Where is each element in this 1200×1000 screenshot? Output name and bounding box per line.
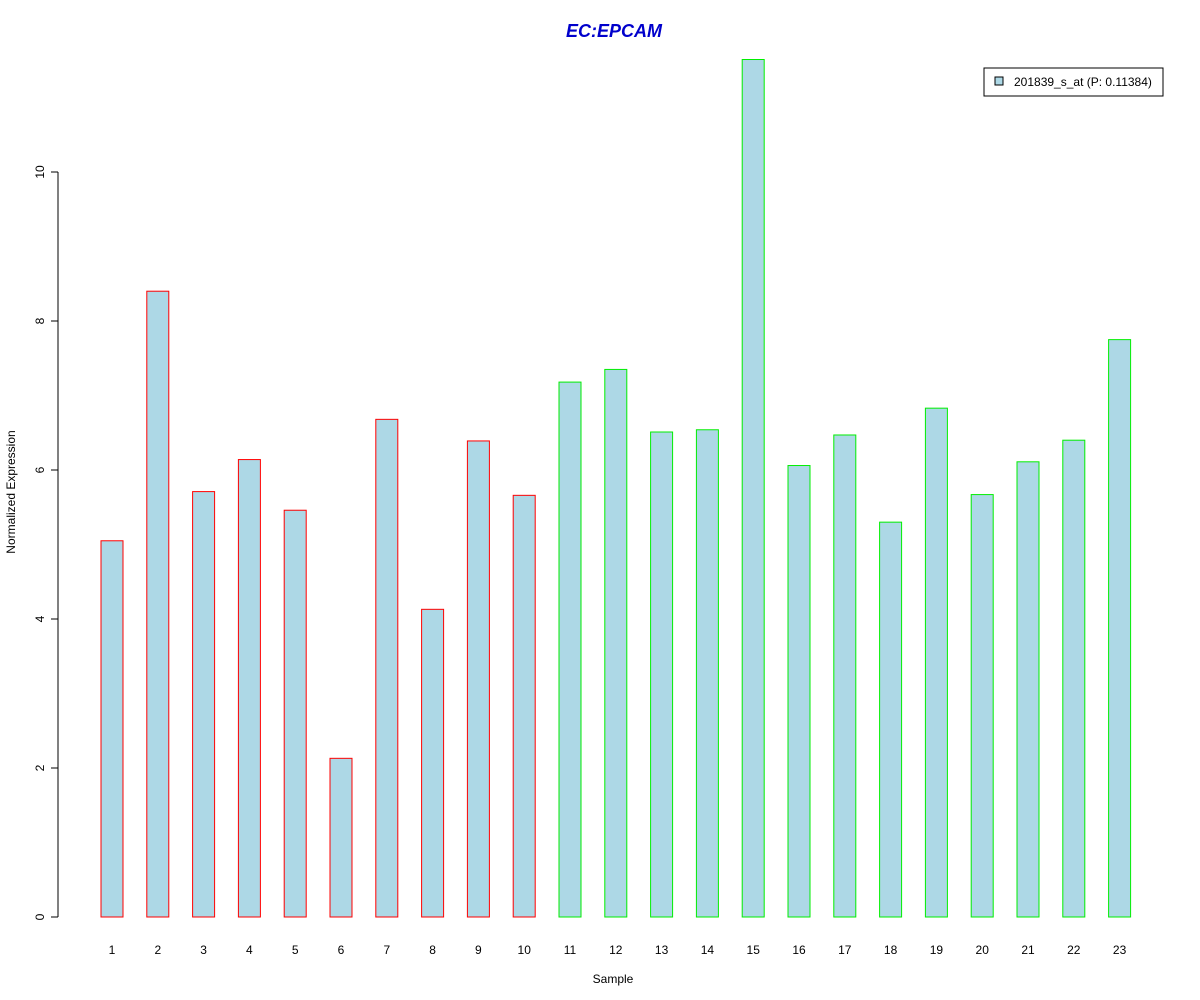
x-axis-tick-label: 13 [655,943,669,957]
x-axis-tick-label: 12 [609,943,623,957]
x-axis-tick-label: 9 [475,943,482,957]
legend-label: 201839_s_at (P: 0.11384) [1014,75,1152,89]
bar-sample-3 [192,491,216,918]
bar-sample-2 [146,290,170,918]
x-axis-tick-label: 21 [1021,943,1035,957]
x-axis-tick-label: 4 [246,943,253,957]
bar-sample-16 [787,465,811,918]
y-axis-tick-label: 10 [33,165,47,179]
x-axis-tick-label: 19 [930,943,944,957]
x-axis-tick-label: 16 [792,943,806,957]
bar-sample-8 [421,608,445,918]
y-axis-tick-label: 2 [33,764,47,771]
x-axis-tick-label: 14 [701,943,715,957]
y-axis-tick-label: 8 [33,317,47,324]
x-axis-tick-label: 10 [518,943,532,957]
bar-sample-1 [100,540,124,918]
x-axis-tick-label: 2 [154,943,161,957]
bar-sample-21 [1016,461,1040,918]
bar-sample-12 [604,368,628,918]
bar-sample-15 [741,59,765,918]
legend-swatch [994,76,1004,86]
bar-sample-14 [695,429,719,918]
bar-sample-13 [650,431,674,918]
x-axis-label: Sample [593,972,634,986]
bar-sample-17 [833,434,857,918]
x-axis-tick-labels: 1 2 3 4 5 6 7 8 9 10 11 12 13 14 15 16 17 18 19 20 21 22 23 [109,943,1127,957]
bar-series [100,59,1132,918]
y-axis-tick-label: 6 [33,466,47,473]
bar-sample-9 [466,440,490,918]
y-axis-tick-label: 0 [33,913,47,920]
x-axis-tick-label: 5 [292,943,299,957]
bar-sample-7 [375,418,399,918]
x-axis-tick-label: 22 [1067,943,1081,957]
bar-sample-23 [1108,339,1132,918]
x-axis-tick-label: 6 [338,943,345,957]
bar-sample-6 [329,757,353,918]
y-axis-label: Normalized Expression [4,430,18,553]
bar-sample-20 [970,494,994,918]
x-axis-tick-label: 20 [976,943,990,957]
bar-sample-10 [512,494,536,918]
x-axis-tick-label: 7 [383,943,390,957]
y-axis: 0 2 4 6 8 10 [33,165,59,920]
chart-title: EC:EPCAM [566,21,663,41]
y-axis-tick-label: 4 [33,615,47,622]
x-axis-tick-label: 11 [564,943,577,957]
x-axis-tick-label: 17 [838,943,852,957]
x-axis-tick-label: 3 [200,943,207,957]
bar-sample-5 [283,509,307,918]
legend-box [983,67,1164,97]
bar-sample-11 [558,381,582,918]
x-axis-tick-label: 23 [1113,943,1127,957]
bar-sample-4 [237,459,261,918]
x-axis-tick-label: 8 [429,943,436,957]
legend: 201839_s_at (P: 0.11384) [983,67,1164,97]
x-axis-tick-label: 18 [884,943,898,957]
x-axis-tick-label: 15 [747,943,761,957]
x-axis-tick-label: 1 [109,943,116,957]
bar-sample-22 [1062,439,1086,918]
bar-sample-18 [879,521,903,918]
bar-sample-19 [924,407,948,918]
